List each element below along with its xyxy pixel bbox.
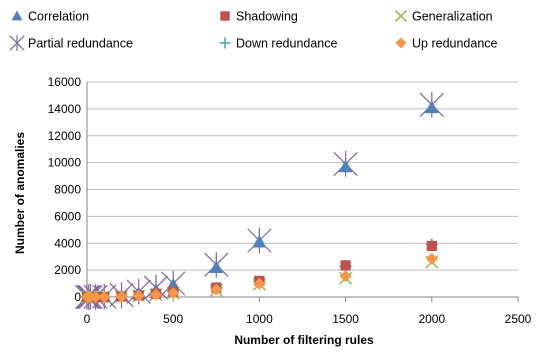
data-point	[338, 159, 353, 173]
data-point	[425, 252, 438, 265]
legend-item: Correlation	[11, 10, 89, 24]
y-tick-label: 14000	[48, 102, 82, 116]
legend-marker	[394, 9, 408, 23]
legend-label: Shadowing	[236, 10, 298, 24]
data-point	[339, 270, 352, 283]
data-point	[167, 286, 180, 299]
axes	[86, 82, 519, 302]
x-tick-label: 1000	[246, 312, 273, 326]
data-point	[98, 290, 111, 303]
y-tick-label: 10000	[48, 156, 82, 170]
y-tick-labels: 0 2000 4000 6000 8000 10000 12000 14000 16000	[48, 75, 82, 304]
legend-marker	[395, 37, 407, 49]
x-tick-label: 1500	[332, 312, 359, 326]
x-tick-label: 0	[84, 312, 91, 326]
data-point	[115, 290, 128, 303]
data-point	[132, 289, 145, 302]
y-tick-label: 16000	[48, 75, 82, 89]
legend-marker	[220, 11, 230, 21]
data-point	[149, 288, 162, 301]
x-tick-label: 2500	[505, 312, 532, 326]
y-tick-label: 4000	[54, 236, 81, 250]
legend-item: Shadowing	[220, 10, 298, 24]
data-point	[424, 100, 439, 114]
legend-label: Partial redundance	[28, 37, 133, 51]
legend-label: Generalization	[412, 10, 493, 24]
y-tick-label: 6000	[54, 209, 81, 223]
data-point	[252, 234, 267, 248]
data-point	[426, 240, 437, 252]
data-points	[74, 91, 444, 310]
legend-label: Down redundance	[236, 37, 338, 51]
legend-item: Up redundance	[395, 37, 498, 51]
series-correlation	[80, 100, 439, 303]
y-tick-label: 12000	[48, 129, 82, 143]
legend-marker	[11, 10, 23, 21]
data-point	[340, 260, 351, 271]
x-tick-labels: 0 500 1000 1500 2000 2500	[84, 312, 532, 326]
legend-item: Generalization	[394, 9, 493, 24]
legend-item: Partial redundance	[9, 35, 133, 51]
data-point	[209, 260, 224, 274]
legend-label: Correlation	[28, 10, 89, 24]
y-tick-label: 0	[74, 290, 81, 304]
legend-label: Up redundance	[412, 37, 498, 51]
series-up-redundance	[81, 252, 438, 303]
data-point	[210, 283, 223, 296]
x-tick-label: 500	[163, 312, 183, 326]
x-tick-label: 2000	[418, 312, 445, 326]
legend-item: Down redundance	[219, 37, 338, 51]
y-tick-label: 2000	[54, 263, 81, 277]
legend: Correlation Shadowing Generalization Partia…	[9, 9, 498, 51]
x-axis-title: Number of filtering rules	[234, 333, 374, 347]
legend-marker	[219, 37, 231, 49]
data-point	[253, 277, 266, 290]
data-point	[89, 290, 102, 303]
grid	[87, 81, 518, 271]
y-axis-title: Number of anomalies	[13, 132, 27, 254]
y-tick-label: 8000	[54, 183, 81, 197]
legend-marker	[9, 35, 25, 51]
